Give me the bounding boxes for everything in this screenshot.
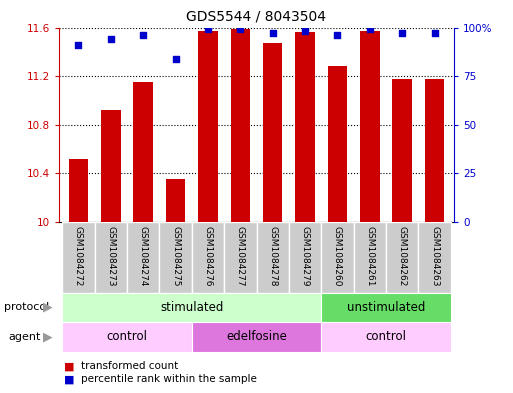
Text: GSM1084272: GSM1084272 — [74, 226, 83, 286]
Bar — [160, 222, 192, 293]
Bar — [69, 159, 88, 222]
Bar — [289, 222, 321, 293]
Text: control: control — [365, 331, 406, 343]
Point — [107, 36, 115, 42]
Bar — [166, 180, 185, 222]
Text: percentile rank within the sample: percentile rank within the sample — [81, 374, 256, 384]
Bar — [353, 222, 386, 293]
Text: GSM1084260: GSM1084260 — [333, 226, 342, 286]
Bar — [224, 222, 256, 293]
Text: GSM1084262: GSM1084262 — [398, 226, 407, 286]
Text: GSM1084274: GSM1084274 — [139, 226, 148, 286]
Point — [171, 55, 180, 62]
Bar — [231, 29, 250, 222]
Bar — [94, 222, 127, 293]
Text: control: control — [107, 331, 148, 343]
Text: GSM1084276: GSM1084276 — [204, 226, 212, 286]
Text: GSM1084279: GSM1084279 — [301, 226, 309, 286]
Bar — [192, 322, 321, 352]
Text: ▶: ▶ — [43, 301, 52, 314]
Bar — [419, 222, 451, 293]
Bar — [321, 222, 353, 293]
Point — [398, 30, 406, 37]
Bar — [256, 222, 289, 293]
Bar — [386, 222, 419, 293]
Bar — [127, 222, 160, 293]
Bar — [133, 82, 153, 222]
Bar — [392, 79, 412, 222]
Text: stimulated: stimulated — [160, 301, 224, 314]
Text: ■: ■ — [64, 361, 74, 371]
Text: protocol: protocol — [4, 302, 49, 312]
Text: agent: agent — [9, 332, 41, 342]
Bar — [62, 222, 94, 293]
Text: GSM1084275: GSM1084275 — [171, 226, 180, 286]
Text: GSM1084273: GSM1084273 — [106, 226, 115, 286]
Bar — [328, 66, 347, 222]
Point — [236, 26, 244, 33]
Point — [74, 42, 83, 48]
Bar — [62, 322, 192, 352]
Text: GSM1084263: GSM1084263 — [430, 226, 439, 286]
Text: ▶: ▶ — [43, 330, 52, 343]
Bar — [321, 322, 451, 352]
Text: unstimulated: unstimulated — [347, 301, 425, 314]
Bar — [295, 32, 315, 222]
Bar — [198, 31, 218, 222]
Text: transformed count: transformed count — [81, 361, 178, 371]
Bar — [101, 110, 121, 222]
Point — [301, 28, 309, 35]
Point — [333, 32, 342, 39]
Bar — [263, 43, 282, 222]
Point — [366, 26, 374, 33]
Bar — [360, 31, 380, 222]
Point — [204, 26, 212, 33]
Text: edelfosine: edelfosine — [226, 331, 287, 343]
Text: GSM1084277: GSM1084277 — [236, 226, 245, 286]
Point — [139, 32, 147, 39]
Text: GSM1084278: GSM1084278 — [268, 226, 277, 286]
Text: ■: ■ — [64, 374, 74, 384]
Bar — [425, 79, 444, 222]
Point — [430, 30, 439, 37]
Bar — [321, 293, 451, 322]
Bar — [192, 222, 224, 293]
Point — [269, 30, 277, 37]
Title: GDS5544 / 8043504: GDS5544 / 8043504 — [187, 9, 326, 24]
Bar — [62, 293, 321, 322]
Text: GSM1084261: GSM1084261 — [365, 226, 374, 286]
